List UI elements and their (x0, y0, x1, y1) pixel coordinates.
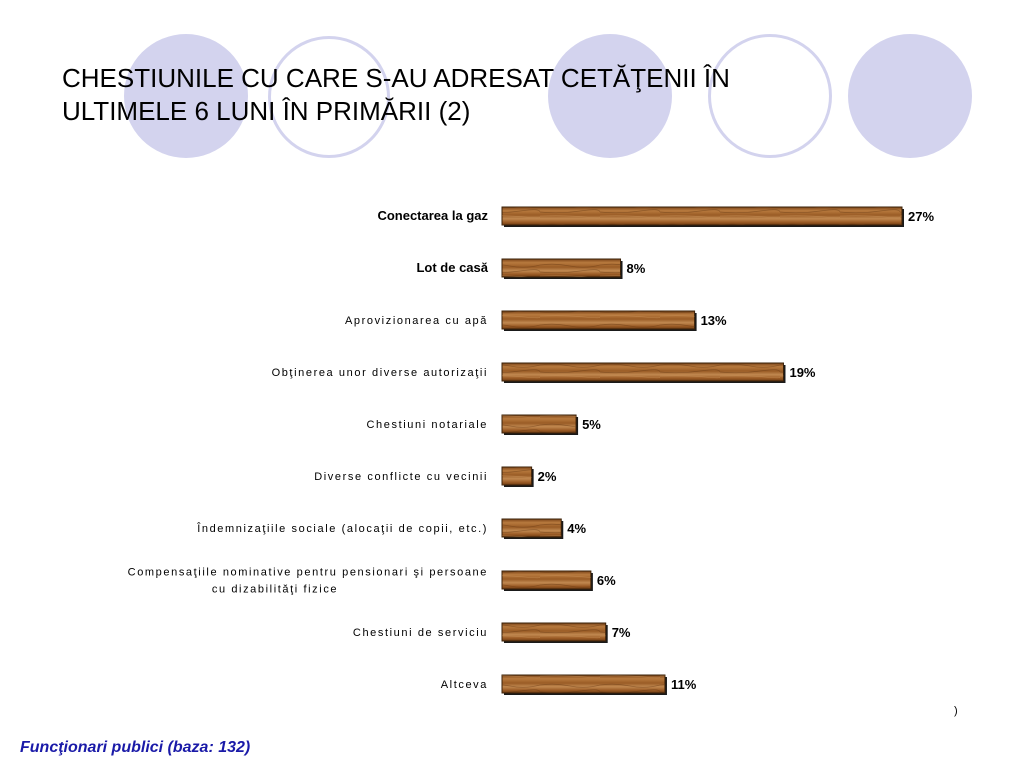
category-label: Obţinerea unor diverse autorizaţii (272, 367, 488, 379)
category-label: Îndemnizaţiile sociale (alocaţii de copi… (196, 522, 488, 535)
bar-grain (502, 259, 621, 277)
category-label: Aprovizionarea cu apă (345, 315, 488, 327)
bar-grain (502, 519, 562, 537)
bar-grain (502, 311, 695, 329)
sample-base-note: Funcţionari publici (baza: 132) (20, 739, 251, 756)
bar-grain (502, 675, 665, 693)
bar-grain (502, 415, 577, 433)
decor-circle-filled-3 (848, 34, 972, 158)
bars-group: 27% Conectarea la gaz 8% Lot de casă 13% Apro… (128, 206, 934, 695)
category-label: Conectarea la gaz (377, 208, 488, 223)
data-label: 7% (612, 625, 631, 640)
data-label: 27% (908, 209, 934, 224)
category-label: cu dizabilităţi fizice (212, 584, 338, 596)
bar-grain (502, 623, 606, 641)
bar-grain (502, 363, 784, 381)
data-label: 6% (597, 573, 616, 588)
category-label: Diverse conflicte cu vecinii (314, 471, 488, 483)
data-label: 8% (627, 261, 646, 276)
bar-grain (502, 467, 532, 485)
data-label: 13% (701, 313, 727, 328)
decor-circle-ring-1 (268, 36, 390, 158)
data-label: 4% (567, 521, 586, 536)
category-label: Compensaţiile nominative pentru pensiona… (128, 567, 488, 579)
category-label: Altceva (441, 679, 488, 691)
decor-circle-filled-1 (124, 34, 248, 158)
bar-grain (502, 207, 902, 225)
data-label: 19% (789, 365, 815, 380)
decor-circle-ring-2 (708, 34, 832, 158)
slide-title: CHESTIUNILE CU CARE S-AU ADRESAT CETĂŢEN… (62, 63, 730, 126)
data-label: 2% (538, 469, 557, 484)
category-label: Chestiuni de serviciu (353, 627, 488, 639)
decor-circle-filled-2 (548, 34, 672, 158)
data-label: 5% (582, 417, 601, 432)
slide-corner-mark: ) (954, 705, 958, 717)
bar-grain (502, 571, 591, 589)
category-label: Chestiuni notariale (366, 419, 488, 431)
category-label: Lot de casă (416, 260, 488, 275)
data-label: 11% (671, 677, 697, 692)
